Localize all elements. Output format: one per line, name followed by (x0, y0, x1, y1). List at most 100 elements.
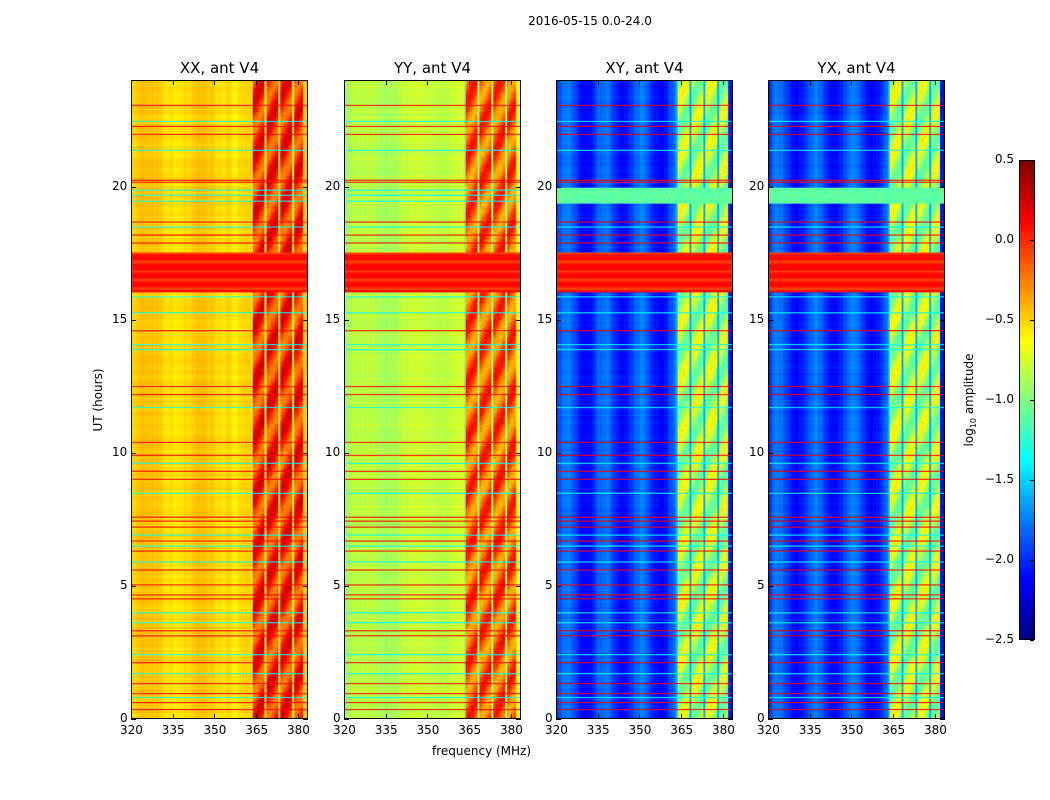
y-tick-label: 15 (749, 311, 765, 326)
colorbar-tick-label: 0.5 (994, 152, 1014, 166)
panel-title: XX, ant V4 (179, 59, 260, 77)
x-tick-mark (172, 714, 174, 719)
x-tick-mark (214, 80, 216, 85)
colorbar-tick-label: −1.5 (984, 472, 1014, 486)
x-tick-label: 365 (458, 723, 482, 737)
x-tick-label: 350 (840, 723, 864, 737)
x-tick-mark (934, 80, 936, 85)
y-axis-label: UT (hours) (91, 368, 105, 432)
x-tick-mark (851, 80, 853, 85)
heatmap-yx (769, 81, 944, 718)
x-tick-mark (469, 80, 471, 85)
colorbar-tick-mark (1030, 320, 1034, 321)
x-tick-label: 320 (757, 723, 780, 737)
x-tick-mark (172, 80, 174, 85)
y-tick-mark (344, 319, 349, 321)
x-tick-label: 380 (499, 723, 523, 737)
y-tick-label: 5 (333, 577, 341, 592)
x-tick-label: 320 (333, 723, 356, 737)
y-tick-mark (516, 719, 521, 720)
y-tick-mark (516, 452, 521, 454)
y-tick-label: 5 (545, 577, 553, 592)
y-tick-label: 10 (112, 444, 128, 459)
colorbar-gradient (1020, 161, 1034, 639)
y-tick-label: 20 (537, 178, 553, 193)
y-tick-label: 5 (120, 577, 128, 592)
x-tick-label: 335 (798, 723, 822, 737)
x-tick-mark (297, 80, 299, 85)
x-tick-mark (510, 80, 512, 85)
x-tick-label: 320 (545, 723, 568, 737)
x-tick-mark (556, 80, 557, 85)
y-tick-mark (940, 319, 945, 321)
y-tick-mark (728, 719, 733, 720)
x-tick-mark (809, 80, 811, 85)
y-tick-mark (303, 452, 308, 454)
y-tick-mark (768, 719, 773, 720)
x-tick-mark (385, 80, 387, 85)
y-tick-mark (303, 319, 308, 321)
x-tick-mark (639, 80, 641, 85)
y-tick-mark (728, 452, 733, 454)
y-tick-label: 0 (120, 711, 128, 725)
y-tick-mark (344, 186, 349, 188)
x-tick-mark (214, 714, 216, 719)
panel-title: XY, ant V4 (605, 59, 684, 77)
x-tick-label: 335 (161, 723, 185, 737)
y-tick-mark (940, 186, 945, 188)
y-tick-mark (556, 719, 561, 720)
x-tick-mark (809, 714, 811, 719)
panel-yx: YX, ant V4 (768, 59, 945, 719)
y-tick-label: 20 (112, 178, 128, 193)
x-tick-label: 320 (120, 723, 143, 737)
y-tick-mark (556, 452, 561, 454)
colorbar-tick-mark (1030, 480, 1034, 481)
colorbar-tick-mark (1030, 400, 1034, 401)
y-tick-mark (131, 186, 136, 188)
y-tick-mark (516, 186, 521, 188)
x-tick-label: 380 (711, 723, 735, 737)
y-tick-mark (516, 585, 521, 587)
colorbar-tick-label: −1.0 (984, 392, 1014, 406)
colorbar-tick-mark (1030, 240, 1034, 241)
heatmap-xy (557, 81, 732, 718)
y-tick-mark (556, 186, 561, 188)
x-tick-mark (344, 714, 345, 719)
x-tick-label: 350 (203, 723, 227, 737)
y-tick-label: 15 (537, 311, 553, 326)
x-tick-mark (893, 714, 895, 719)
colorbar-tick-mark (1030, 160, 1034, 161)
x-tick-label: 365 (882, 723, 906, 737)
y-tick-mark (768, 186, 773, 188)
panel-xy: XY, ant V4 (556, 59, 733, 719)
y-tick-label: 20 (749, 178, 765, 193)
panel-title: YX, ant V4 (817, 59, 896, 77)
y-tick-mark (728, 319, 733, 321)
x-tick-label: 335 (586, 723, 610, 737)
y-tick-label: 10 (537, 444, 553, 459)
y-tick-mark (344, 452, 349, 454)
x-tick-mark (344, 80, 345, 85)
x-tick-mark (556, 714, 557, 719)
y-tick-mark (940, 452, 945, 454)
x-tick-mark (851, 714, 853, 719)
y-tick-label: 10 (749, 444, 765, 459)
figure-title: 2016-05-15 0.0-24.0 (528, 14, 652, 28)
y-tick-label: 0 (757, 711, 765, 725)
y-tick-mark (768, 452, 773, 454)
x-tick-mark (469, 714, 471, 719)
x-tick-mark (768, 80, 769, 85)
x-tick-mark (639, 714, 641, 719)
y-tick-mark (728, 585, 733, 587)
x-tick-label: 350 (628, 723, 652, 737)
x-tick-mark (256, 714, 258, 719)
y-tick-mark (728, 186, 733, 188)
y-tick-mark (131, 452, 136, 454)
x-axis-label: frequency (MHz) (432, 744, 532, 758)
x-tick-mark (297, 714, 299, 719)
panel-xx: XX, ant V4 (131, 59, 308, 719)
heatmap-yy (345, 81, 520, 718)
y-tick-mark (131, 585, 136, 587)
panel-title: YY, ant V4 (393, 59, 471, 77)
